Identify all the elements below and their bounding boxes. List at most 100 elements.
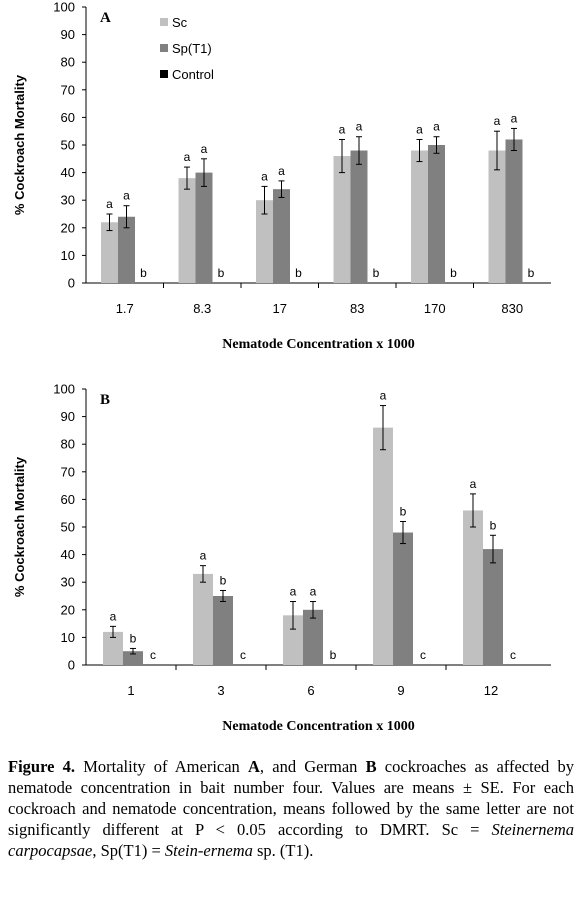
panel-b-x-tick-label: 9: [397, 683, 404, 698]
panel-b-bar: [283, 615, 303, 665]
panel-b-significance-letter: a: [470, 477, 477, 491]
panel-a-x-tick-label: 1.7: [116, 301, 134, 316]
caption-text-1: Mortality of American: [75, 757, 248, 776]
panel-a-significance-letter: b: [373, 266, 380, 280]
panel-b-y-tick-label: 90: [61, 409, 75, 424]
caption-text-2: , and German: [259, 757, 366, 776]
panel-a-significance-letter: a: [416, 122, 423, 136]
panel-a-bar: [333, 156, 351, 283]
panel-b-significance-letter: b: [220, 573, 227, 587]
panel-a-bar: [505, 139, 523, 283]
legend-swatch: [160, 70, 168, 78]
legend-swatch: [160, 44, 168, 52]
panel-a-significance-letter: b: [140, 266, 147, 280]
panel-b-label: B: [100, 392, 110, 408]
panel-b-bar: [483, 549, 503, 665]
panel-a-bar: [118, 216, 135, 283]
panel-b-x-tick-label: 6: [307, 683, 314, 698]
panel-a-significance-letter: a: [433, 120, 440, 134]
panel-a-bar: [101, 222, 118, 283]
panel-a-x-tick-label: 8.3: [193, 301, 211, 316]
legend-swatch: [160, 18, 168, 26]
panel-a-bar: [256, 200, 273, 283]
panel-a-y-tick-label: 0: [68, 276, 75, 291]
panel-a-significance-letter: a: [184, 150, 191, 164]
panel-b-y-axis-label: % Cockroach Mortality: [12, 456, 27, 597]
panel-b-x-tick-label: 12: [484, 683, 498, 698]
legend-label: Control: [172, 67, 214, 82]
panel-a-label: A: [100, 10, 111, 26]
panel-b-bar: [303, 609, 323, 665]
panel-b-significance-letter: b: [330, 648, 337, 662]
panel-a-y-tick-label: 30: [61, 193, 75, 208]
panel-b-y-tick-label: 70: [61, 464, 75, 479]
panel-a-x-tick-label: 830: [501, 301, 523, 316]
panel-b-significance-letter: a: [380, 389, 387, 403]
panel-a-x-tick-label: 83: [350, 301, 364, 316]
panel-a-x-tick-label: 170: [424, 301, 446, 316]
panel-a-significance-letter: a: [494, 114, 501, 128]
panel-b-y-tick-label: 40: [61, 547, 75, 562]
panel-a-significance-letter: a: [511, 111, 518, 125]
panel-a-significance-letter: b: [450, 266, 457, 280]
panel-a-y-tick-label: 80: [61, 55, 75, 70]
panel-a-bar: [273, 189, 290, 283]
panel-b-bar: [373, 427, 393, 665]
caption-label: Figure 4.: [8, 757, 76, 776]
panel-b-y-tick-label: 0: [68, 658, 75, 673]
panel-a-x-tick-label: 17: [273, 301, 287, 316]
caption-species-sc: Steinernema carpocapsae: [8, 820, 574, 860]
caption-panel-a: A: [248, 757, 260, 776]
panel-b-y-tick-label: 20: [61, 602, 75, 617]
panel-a-y-tick-label: 100: [53, 0, 75, 15]
panel-a-significance-letter: a: [201, 142, 208, 156]
panel-a-bar: [350, 150, 368, 283]
panel-a-bar: [178, 178, 196, 283]
panel-b-bar: [103, 631, 123, 665]
panel-b-significance-letter: b: [130, 631, 137, 645]
panel-b-x-axis-label: Nematode Concentration x 1000: [222, 719, 414, 734]
panel-b-x-tick-label: 3: [217, 683, 224, 698]
panel-b-significance-letter: a: [200, 549, 207, 563]
panel-b-bar: [393, 532, 413, 665]
legend-label: Sc: [172, 15, 188, 30]
panel-a-significance-letter: a: [106, 197, 113, 211]
panel-b-y-tick-label: 50: [61, 520, 75, 535]
legend-label: Sp(T1): [172, 41, 212, 56]
panel-a-bar: [428, 145, 445, 283]
panel-a-y-tick-label: 90: [61, 27, 75, 42]
panel-a-y-axis-label: % Cockroach Mortality: [12, 74, 27, 215]
panel-b-significance-letter: c: [150, 648, 156, 662]
panel-b-y-tick-label: 80: [61, 437, 75, 452]
panel-b-significance-letter: b: [490, 518, 497, 532]
panel-b-significance-letter: a: [310, 585, 317, 599]
caption-panel-b: B: [365, 757, 377, 776]
panel-b-significance-letter: a: [110, 609, 117, 623]
panel-a-significance-letter: a: [339, 122, 346, 136]
caption-text-3: cockroaches as affected by nematode conc…: [8, 757, 574, 839]
panel-a-significance-letter: b: [528, 266, 535, 280]
panel-b-significance-letter: c: [420, 648, 426, 662]
panel-a-significance-letter: b: [295, 266, 302, 280]
panel-a-bar: [488, 150, 506, 283]
panel-b-bar: [213, 596, 233, 665]
panel-b-y-tick-label: 100: [53, 382, 75, 397]
panel-a-significance-letter: a: [356, 120, 363, 134]
caption-species-sp: Stein-ernema: [164, 841, 253, 860]
panel-b-significance-letter: c: [240, 648, 246, 662]
panel-a-significance-letter: a: [278, 164, 285, 178]
panel-a-significance-letter: a: [261, 169, 268, 183]
panel-a-x-axis-label: Nematode Concentration x 1000: [222, 337, 414, 352]
panel-b-bar: [193, 573, 213, 665]
panel-a-bar: [411, 150, 428, 283]
panel-a-significance-letter: a: [123, 189, 130, 203]
panel-a-y-tick-label: 40: [61, 165, 75, 180]
panel-b-bar: [463, 510, 483, 665]
panel-b-bar: [123, 651, 143, 665]
panel-b-x-tick-label: 1: [127, 683, 134, 698]
panel-b-y-tick-label: 30: [61, 575, 75, 590]
panel-a-significance-letter: b: [218, 266, 225, 280]
panel-a-y-tick-label: 50: [61, 138, 75, 153]
panel-a-y-tick-label: 60: [61, 110, 75, 125]
